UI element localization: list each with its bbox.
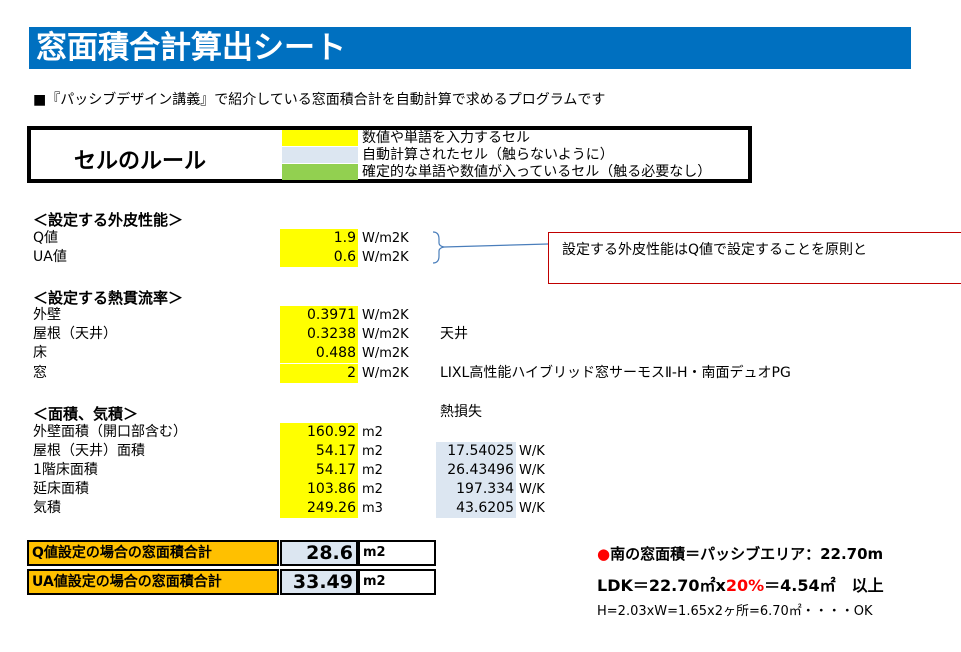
sheet-title: 窓面積合計算出シート — [36, 30, 346, 66]
roof-heat-loss-unit: W/K — [519, 444, 545, 459]
roof-note: 天井 — [440, 326, 468, 342]
floor-heat-loss-unit: W/K — [519, 463, 545, 478]
roof-heat-loss: 17.54025 — [436, 442, 516, 461]
ldk-percent: 20% — [725, 576, 765, 595]
wall-heat-loss: 197.334 — [436, 480, 516, 499]
window-u-unit: W/m2K — [362, 366, 409, 381]
ua-result-label: UA値設定の場合の窓面積合計 — [27, 569, 279, 595]
auto-cell-swatch — [282, 147, 358, 163]
ventilation-heat-loss-unit: W/K — [519, 501, 545, 516]
rule-text-auto: 自動計算されたセル（触らないように） — [362, 147, 614, 163]
total-floor-area-input[interactable]: 103.86 — [280, 480, 358, 499]
volume-input[interactable]: 249.26 — [280, 499, 358, 518]
ground-floor-area-input[interactable]: 54.17 — [280, 461, 358, 480]
note-callout — [548, 232, 961, 284]
wall-u-input[interactable]: 0.3971 — [280, 306, 358, 325]
floor-u-unit: W/m2K — [362, 346, 409, 361]
q-value-unit: W/m2K — [362, 231, 409, 246]
ground-floor-area-label: 1階床面積 — [33, 462, 98, 478]
ventilation-heat-loss: 43.6205 — [436, 499, 516, 518]
transmittance-section-title: ＜設定する熱貫流率＞ — [33, 289, 184, 307]
ua-value-label: UA値 — [33, 249, 67, 265]
rule-text-fixed: 確定的な単語や数値が入っているセル（触る必要なし） — [362, 164, 712, 180]
title-bar — [29, 27, 911, 69]
ua-result-unit: m2 — [358, 569, 436, 595]
rule-text-input: 数値や単語を入力するセル — [362, 130, 530, 146]
note-callout-text: 設定する外皮性能はQ値で設定することを原則と — [562, 242, 868, 258]
roof-area-unit: m2 — [362, 444, 383, 459]
ldk-requirement: LDK＝22.70㎡x20%＝4.54㎡ 以上 — [597, 572, 884, 596]
brace-arrow — [432, 231, 549, 264]
south-window-note: ●南の窓面積＝パッシブエリア：22.70m — [597, 543, 883, 564]
areas-section-title: ＜面積、気積＞ — [33, 405, 139, 423]
window-size-detail: H=2.03xW=1.65x2ヶ所=6.70㎡・・・・OK — [597, 604, 873, 619]
ground-floor-area-unit: m2 — [362, 463, 383, 478]
fixed-cell-swatch — [282, 164, 358, 180]
q-value-input[interactable]: 1.9 — [280, 229, 358, 248]
floor-label: 床 — [33, 345, 47, 361]
window-label: 窓 — [33, 365, 47, 381]
total-floor-area-unit: m2 — [362, 482, 383, 497]
south-window-text: 南の窓面積＝パッシブエリア：22.70m — [610, 545, 884, 563]
ldk-prefix: LDK＝22.70㎡x — [597, 576, 726, 595]
input-cell-swatch — [282, 130, 358, 146]
q-result-unit: m2 — [358, 540, 436, 566]
wall-area-input[interactable]: 160.92 — [280, 423, 358, 442]
window-note: LIXL高性能ハイブリッド窓サーモスⅡ-H・南面デュオPG — [440, 365, 791, 381]
wall-area-unit: m2 — [362, 425, 383, 440]
sheet-description: ■『パッシブデザイン講義』で紹介している窓面積合計を自動計算で求めるプログラムで… — [33, 92, 606, 108]
wall-area-label: 外壁面積（開口部含む） — [33, 424, 187, 440]
heat-loss-header: 熱損失 — [440, 404, 482, 420]
volume-unit: m3 — [362, 501, 383, 516]
wall-label: 外壁 — [33, 307, 61, 323]
cell-rules-box — [27, 126, 752, 183]
q-result-value: 28.6 — [280, 540, 358, 566]
roof-area-input[interactable]: 54.17 — [280, 442, 358, 461]
roof-u-input[interactable]: 0.3238 — [280, 325, 358, 344]
ua-value-unit: W/m2K — [362, 250, 409, 265]
ldk-suffix: ＝4.54㎡ 以上 — [764, 576, 884, 595]
volume-label: 気積 — [33, 500, 61, 516]
wall-heat-loss-unit: W/K — [519, 482, 545, 497]
roof-label: 屋根（天井） — [33, 326, 117, 342]
window-u-input[interactable]: 2 — [280, 364, 358, 383]
red-bullet-icon: ● — [597, 545, 611, 563]
q-value-label: Q値 — [33, 230, 59, 246]
floor-heat-loss: 26.43496 — [436, 461, 516, 480]
total-floor-area-label: 延床面積 — [33, 481, 89, 497]
cell-rules-title: セルのルール — [74, 149, 207, 174]
ua-result-value: 33.49 — [280, 569, 358, 595]
roof-area-label: 屋根（天井）面積 — [33, 443, 145, 459]
roof-u-unit: W/m2K — [362, 327, 409, 342]
wall-u-unit: W/m2K — [362, 308, 409, 323]
envelope-section-title: ＜設定する外皮性能＞ — [33, 211, 184, 229]
q-result-label: Q値設定の場合の窓面積合計 — [27, 540, 279, 566]
floor-u-input[interactable]: 0.488 — [280, 344, 358, 363]
ua-value-input[interactable]: 0.6 — [280, 248, 358, 267]
